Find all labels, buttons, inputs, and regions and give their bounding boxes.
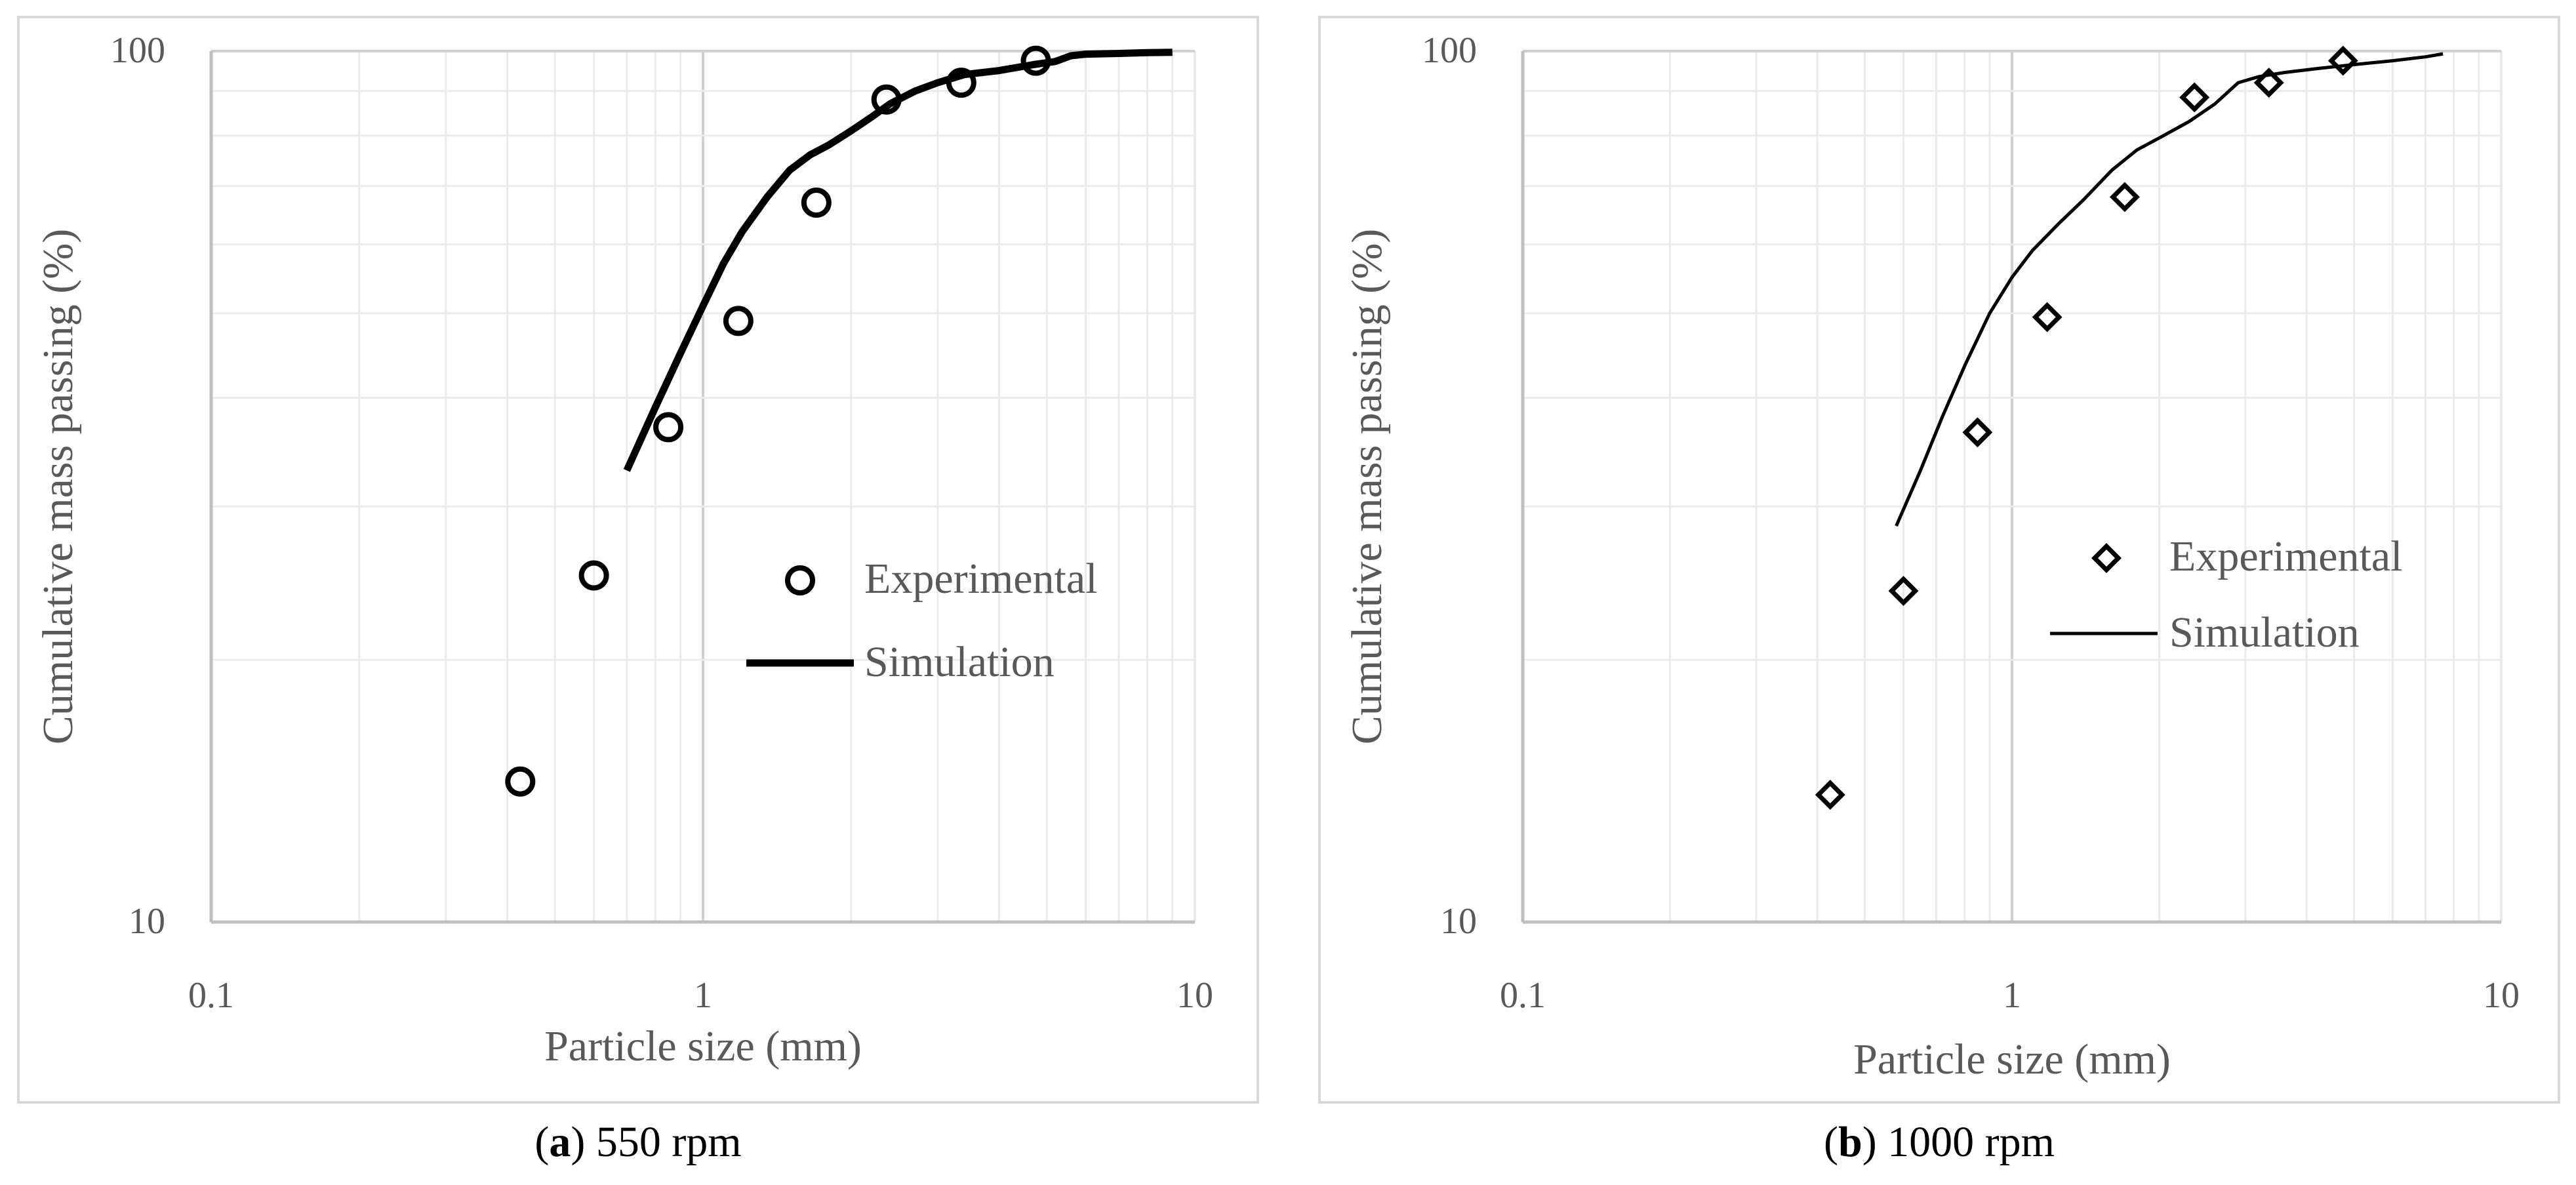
panel-a-axes: [209, 51, 1195, 924]
panel-b-axes: [1521, 51, 2501, 924]
panel-a-experimental-point: [723, 306, 754, 336]
panel-b: 10 100 0.1 1 10 Particle size (mm) Cumul…: [1318, 16, 2560, 1104]
panel-b-y-ticks: 10 100: [1422, 30, 1477, 942]
panel-a-experimental-point: [505, 766, 536, 797]
panel-b-experimental-series: [1815, 45, 2358, 810]
panel-a-experimental-point: [1020, 45, 1051, 76]
panel-a-legend-experimental-label: Experimental: [864, 555, 1098, 603]
panel-b-legend-experimental-marker: [2091, 543, 2122, 573]
caption-b: (b) 1000 rpm: [1824, 1118, 2055, 1166]
panel-a-y-tick-10: 10: [129, 901, 165, 942]
panel-b-experimental-point: [1962, 417, 1993, 448]
panel-b-x-ticks: 0.1 1 10: [1500, 975, 2520, 1016]
panel-a-x-ticks: 0.1 1 10: [188, 975, 1213, 1016]
caption-a-label: a: [549, 1118, 571, 1166]
caption-a: (a) 550 rpm: [534, 1118, 741, 1166]
panel-b-x-tick-0.1: 0.1: [1500, 975, 1546, 1016]
caption-a-text: 550 rpm: [596, 1118, 742, 1166]
panel-b-x-axis-title: Particle size (mm): [1853, 1035, 2171, 1083]
panel-a-x-tick-0.1: 0.1: [188, 975, 234, 1016]
panel-b-experimental-point: [1815, 779, 1845, 810]
caption-b-text: 1000 rpm: [1887, 1118, 2055, 1166]
panel-a-y-tick-100: 100: [110, 30, 165, 71]
panel-a-experimental-point: [653, 412, 684, 443]
panel-b-legend-simulation-label: Simulation: [2169, 609, 2360, 656]
panel-a-experimental-point: [578, 560, 609, 591]
panel-a-x-tick-1: 1: [694, 975, 712, 1016]
panel-a-y-axis-title: Cumulative mass passing (%): [34, 229, 82, 744]
panel-a-x-axis-title: Particle size (mm): [544, 1022, 862, 1070]
panel-b-y-tick-10: 10: [1440, 901, 1477, 942]
panel-a-gridlines: [211, 50, 1196, 922]
panel-a-y-ticks: 10 100: [110, 30, 165, 942]
panel-a-experimental-series: [505, 45, 1051, 797]
panel-b-gridlines: [1523, 50, 2503, 922]
panel-b-x-tick-10: 10: [2483, 975, 2520, 1016]
panel-a-legend: Experimental Simulation: [746, 555, 1098, 686]
panel-b-legend: Experimental Simulation: [2050, 532, 2403, 656]
panel-a-legend-simulation-label: Simulation: [864, 638, 1055, 686]
panel-b-experimental-point: [2327, 45, 2358, 76]
panel-a-experimental-point: [801, 187, 832, 218]
panel-b-experimental-point: [1888, 576, 1919, 607]
panel-b-legend-experimental-label: Experimental: [2169, 532, 2403, 580]
caption-b-label: b: [1838, 1118, 1862, 1166]
panel-a-x-tick-10: 10: [1177, 975, 1213, 1016]
panel-b-x-tick-1: 1: [2003, 975, 2021, 1016]
panel-b-experimental-point: [2179, 82, 2210, 113]
panel-a-experimental-point: [946, 68, 976, 98]
panel-b-y-axis-title: Cumulative mass passing (%): [1343, 229, 1391, 744]
panel-b-y-tick-100: 100: [1422, 30, 1477, 71]
panel-a-legend-experimental-marker: [785, 565, 815, 595]
panel-a-experimental-point: [871, 84, 902, 115]
panel-b-experimental-point: [2109, 182, 2140, 212]
panel-a: 10 100 0.1 1 10 Particle size (mm) Cumul…: [17, 16, 1259, 1104]
panel-b-experimental-point: [2253, 68, 2284, 98]
panel-b-experimental-point: [2032, 302, 2063, 332]
